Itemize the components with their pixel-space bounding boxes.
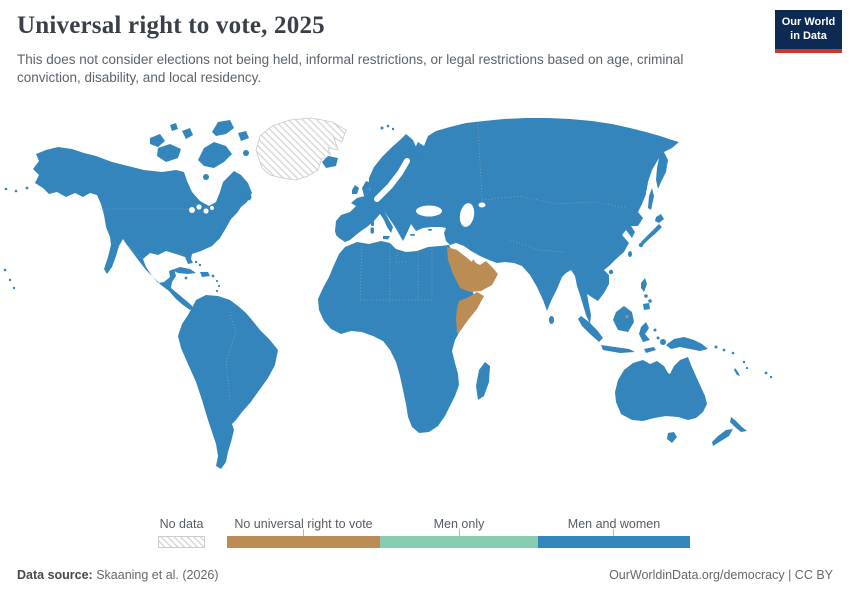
region-south-america[interactable] [178,295,278,469]
region-pacific-islands[interactable] [734,360,773,379]
region-tasmania[interactable] [667,432,677,443]
region-new-guinea[interactable] [660,337,735,355]
region-north-america[interactable] [33,147,252,310]
region-svalbard-novaya-zemlya[interactable] [380,124,463,147]
region-taiwan-hainan-philippines[interactable] [608,251,652,310]
data-source: Data source: Skaaning et al. (2026) [17,568,219,582]
region-ireland[interactable] [352,185,359,194]
region-caribbean[interactable] [172,260,221,293]
legend-swatch-no-data[interactable] [158,536,205,548]
region-scandinavia[interactable] [369,134,422,199]
legend-label-no-universal[interactable]: No universal right to vote [234,517,373,531]
legend-swatch-men-and-women[interactable] [538,536,690,548]
aral-sea [478,202,486,208]
region-iceland[interactable] [322,156,338,168]
baltic-sea [374,158,410,202]
chart-subtitle: This does not consider elections not bei… [17,52,684,86]
chart-footer: Data source: Skaaning et al. (2026) OurW… [17,568,833,582]
region-somalia[interactable] [456,292,484,334]
legend-tick [613,529,614,536]
legend-swatch-no-universal[interactable] [227,536,380,548]
legend-tick [303,529,304,536]
black-sea [416,205,442,217]
region-indonesia-malaysia[interactable] [578,306,660,353]
region-australia[interactable] [615,357,707,421]
region-mediterranean-islands[interactable] [370,221,433,240]
great-lakes [189,204,214,214]
region-sri-lanka[interactable] [548,316,555,324]
legend-swatch-men-only[interactable] [380,536,538,548]
legend-tick [459,529,460,536]
page-title: Universal right to vote, 2025 [17,12,325,39]
region-africa[interactable] [318,241,482,433]
legend-label-no-data[interactable]: No data [159,517,204,531]
legend-label-men-and-women[interactable]: Men and women [567,517,661,531]
data-source-label: Data source: [17,568,93,582]
caspian-sea [459,203,475,227]
region-arabian-peninsula[interactable] [447,247,498,292]
region-madagascar[interactable] [476,362,490,400]
legend-label-men-only[interactable]: Men only [433,517,485,531]
region-brunei[interactable] [625,315,629,318]
region-japan-sakhalin[interactable] [638,188,664,248]
region-new-zealand[interactable] [712,417,747,446]
region-greenland[interactable] [255,117,347,181]
data-source-value: Skaaning et al. (2026) [92,568,219,582]
country-borders [100,123,627,401]
region-canadian-arctic[interactable] [150,120,252,201]
owid-logo-text: Our World in Data [775,10,842,49]
region-united-kingdom[interactable] [362,181,373,197]
owid-logo[interactable]: Our World in Data [775,10,842,53]
owid-credit-link[interactable]: OurWorldinData.org/democracy | CC BY [609,568,833,582]
owid-logo-red-bar [775,48,842,53]
region-aleutians-hawaii[interactable] [3,186,29,290]
